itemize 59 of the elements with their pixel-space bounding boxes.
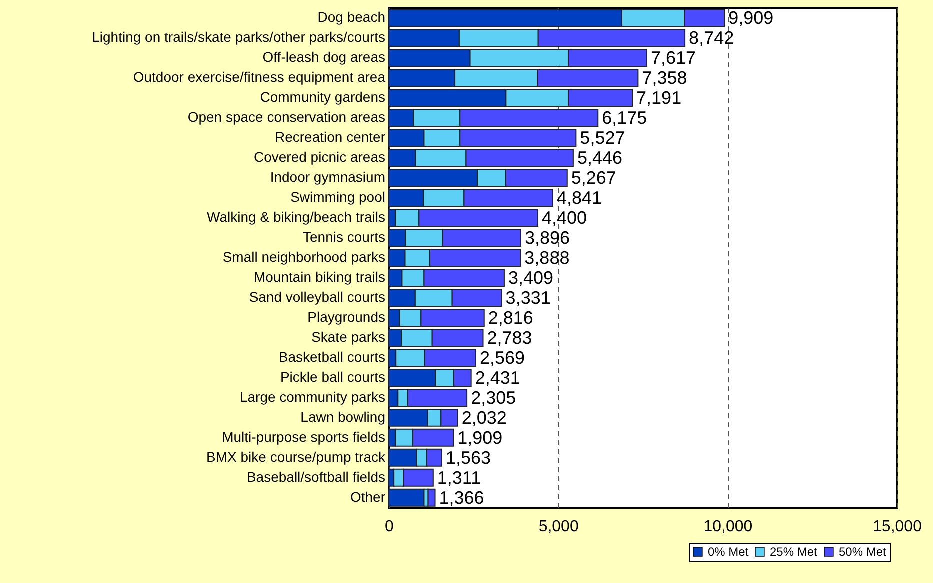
total-label: 3,888 <box>524 248 570 268</box>
total-label: 2,569 <box>480 348 526 368</box>
y-tick-label: Lawn bowling <box>300 408 386 425</box>
y-tick-label: Outdoor exercise/fitness equipment area <box>133 69 386 86</box>
total-label: 7,191 <box>636 88 682 108</box>
total-label: 2,431 <box>475 368 520 388</box>
total-label: 1,366 <box>439 488 484 508</box>
total-label: 4,841 <box>556 188 602 208</box>
y-tick-label: Baseball/softball fields <box>246 468 386 485</box>
y-tick-label: Walking & biking/beach trails <box>207 209 386 226</box>
total-label: 9,909 <box>728 8 774 28</box>
y-tick-label: Large community parks <box>240 388 386 405</box>
total-label: 5,527 <box>580 128 626 148</box>
y-tick-label: Sand volleyball courts <box>249 288 386 305</box>
y-tick-label: Multi-purpose sports fields <box>222 428 386 445</box>
total-label: 1,909 <box>458 428 503 448</box>
total-label: 7,358 <box>642 68 688 88</box>
total-label: 2,305 <box>471 388 516 408</box>
x-tick-label: 5,000 <box>538 518 579 536</box>
total-label: 6,175 <box>602 108 648 128</box>
y-tick-label: Indoor gymnasium <box>270 169 386 186</box>
legend-label: 0% Met <box>708 545 750 559</box>
total-label: 7,617 <box>650 48 696 68</box>
y-tick-label: Off-leash dog areas <box>262 49 386 66</box>
x-tick-label: 15,000 <box>873 518 922 536</box>
y-tick-label: BMX bike course/pump track <box>206 448 386 465</box>
total-label: 8,742 <box>689 28 734 48</box>
total-label: 5,446 <box>577 148 622 168</box>
y-tick-label: Playgrounds <box>308 308 386 325</box>
total-label: 2,783 <box>487 328 532 348</box>
y-tick-label: Recreation center <box>274 129 386 146</box>
y-tick-label: Tennis courts <box>303 229 386 246</box>
total-label: 1,311 <box>437 468 482 488</box>
y-tick-label: Skate parks <box>312 328 386 345</box>
y-tick-label: Lighting on trails/skate parks/other parks/courts <box>92 29 386 46</box>
total-label: 3,409 <box>508 268 554 288</box>
total-label: 2,816 <box>488 308 534 328</box>
legend-label: 50% Met <box>839 545 888 559</box>
bar <box>388 488 425 507</box>
x-tick-label: 0 <box>385 518 394 536</box>
y-tick-label: Mountain biking trails <box>254 268 386 285</box>
x-tick-label: 10,000 <box>704 518 753 536</box>
total-label: 3,896 <box>524 228 570 248</box>
y-tick-label: Open space conservation areas <box>188 109 386 126</box>
total-label: 4,400 <box>542 208 588 228</box>
y-tick-label: Other <box>350 488 386 505</box>
y-tick-label: Dog beach <box>318 9 386 26</box>
bar <box>428 488 436 507</box>
y-tick-label: Basketball courts <box>278 348 386 365</box>
y-tick-label: Small neighborhood parks <box>222 249 386 265</box>
y-tick-label: Covered picnic areas <box>254 149 386 166</box>
total-label: 5,267 <box>571 168 616 188</box>
total-label: 2,032 <box>462 408 507 428</box>
y-tick-label: Pickle ball courts <box>280 368 386 385</box>
total-label: 1,563 <box>446 448 491 468</box>
legend-label: 25% Met <box>770 545 818 559</box>
y-tick-label: Swimming pool <box>290 189 386 206</box>
y-tick-label: Community gardens <box>260 89 386 106</box>
total-label: 3,331 <box>506 288 551 308</box>
